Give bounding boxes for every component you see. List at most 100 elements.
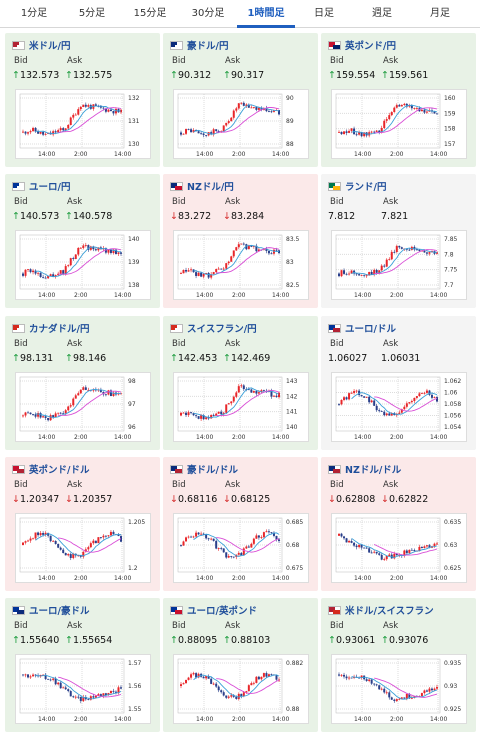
x-tick-label: 14:00 [354,151,371,158]
price-chart[interactable]: 1.205 1.2 14:00 2:00 14:00 [15,513,151,583]
candle-body [29,676,32,678]
candle-body [425,545,428,547]
rate-card[interactable]: NZドル/円 Bid Ask ↓83.272 ↓83.284 83.5 83 82.… [163,174,318,308]
candle-body [373,683,376,685]
candle-body [355,545,358,548]
candle-body [235,108,238,111]
candle-body [84,104,87,107]
candle-body [44,532,47,535]
price-chart[interactable]: 0.935 0.93 0.925 14:00 2:00 14:00 [331,654,467,724]
ask-price: 98.146 [72,353,107,364]
rate-card[interactable]: 豪ドル/ドル Bid Ask ↓0.68116 ↓0.68125 0.685 0.… [163,457,318,591]
currency-pair-name[interactable]: ユーロ/ドル [345,324,396,335]
candle-body [385,413,388,416]
price-chart[interactable]: 140 139 138 14:00 2:00 14:00 [15,230,151,300]
rate-card[interactable]: スイスフラン/円 Bid Ask ↑142.453 ↑142.469 143 14… [163,316,318,450]
candle-body [398,246,401,248]
currency-pair-name[interactable]: ユーロ/豪ドル [29,606,90,617]
candle-body [247,245,250,250]
rate-card[interactable]: 英ポンド/ドル Bid Ask ↓1.20347 ↓1.20357 1.205 1… [5,457,160,591]
tab-2[interactable]: 15分足 [133,8,167,19]
candle-body [109,109,112,111]
rate-card[interactable]: 米ドル/円 Bid Ask ↑132.573 ↑132.575 132 131 13… [5,33,160,167]
tab-5[interactable]: 日足 [314,8,334,19]
tab-4[interactable]: 1時間足 [237,0,295,28]
bid-value: ↓0.62808 [328,494,375,505]
candle-body [180,684,182,686]
currency-pair-name[interactable]: ランド/円 [345,182,387,193]
currency-pair-name[interactable]: 英ポンド/ドル [29,465,90,476]
currency-pair-name[interactable]: 豪ドル/円 [187,41,229,52]
price-chart[interactable]: 83.5 83 82.5 14:00 2:00 14:00 [173,230,309,300]
y-tick-label: 160 [444,95,456,102]
price-chart[interactable]: 0.685 0.68 0.675 14:00 2:00 14:00 [173,513,309,583]
currency-pair-name[interactable]: 豪ドル/ドル [187,465,238,476]
candle-body [190,674,193,678]
tab-1[interactable]: 5分足 [78,8,106,19]
ask-value: ↑142.469 [223,353,270,364]
currency-pair-name[interactable]: ユーロ/円 [29,182,71,193]
candle-body [205,417,208,420]
y-tick-label: 1.054 [444,424,461,431]
price-chart[interactable]: 0.882 0.88 14:00 2:00 14:00 [173,654,309,724]
price-chart[interactable]: 1.57 1.56 1.55 14:00 2:00 14:00 [15,654,151,724]
candle-body [89,543,92,548]
currency-pair-name[interactable]: NZドル/ドル [345,465,402,476]
rate-card[interactable]: 英ポンド/円 Bid Ask ↑159.554 ↑159.561 160 159 1… [321,33,476,167]
rate-card[interactable]: 米ドル/スイスフラン Bid Ask ↑0.93061 ↑0.93076 0.9… [321,598,476,732]
rate-card[interactable]: NZドル/ドル Bid Ask ↓0.62808 ↓0.62822 0.635 0… [321,457,476,591]
currency-pair-name[interactable]: カナダドル/円 [29,324,90,335]
tab-0[interactable]: 1分足 [20,8,48,19]
rate-card[interactable]: ユーロ/ドル Bid Ask 1.06027 1.06031 1.062 1.06… [321,316,476,450]
ask-arrow-icon: ↑ [65,211,73,222]
x-tick-label: 14:00 [430,434,447,441]
y-tick-label: 131 [128,118,140,125]
price-chart[interactable]: 90 89 88 14:00 2:00 14:00 [173,89,309,159]
price-chart[interactable]: 7.85 7.8 7.75 7.7 14:00 2:00 14:00 [331,230,467,300]
ask-value: ↑159.561 [381,70,428,81]
currency-pair-name[interactable]: 米ドル/スイスフラン [345,606,434,617]
currency-pair-name[interactable]: NZドル/円 [187,182,234,193]
ask-value: ↓0.62822 [381,494,428,505]
tab-6[interactable]: 週足 [372,8,392,19]
candle-body [227,403,230,405]
candle-body [388,413,391,416]
price-chart[interactable]: 98 97 96 14:00 2:00 14:00 [15,372,151,442]
bid-label: Bid [14,339,28,349]
rate-card[interactable]: ユーロ/英ポンド Bid Ask ↑0.88095 ↑0.88103 0.882… [163,598,318,732]
candle-body [44,416,47,418]
candle-body [275,249,278,251]
candle-body [117,252,120,254]
rate-card[interactable]: ランド/円 Bid Ask 7.812 7.821 7.85 7.8 7.75 7.7… [321,174,476,308]
candle-body [195,272,198,276]
price-chart[interactable]: 1.062 1.06 1.058 1.056 1.054 14:00 2:00 14:00 [331,372,467,442]
candle-body [365,396,368,398]
price-chart[interactable]: 160 159 158 157 14:00 2:00 14:00 [331,89,467,159]
rate-card[interactable]: カナダドル/円 Bid Ask ↑98.131 ↑98.146 98 97 96 14… [5,316,160,450]
candle-body [365,547,368,549]
candle-body [97,694,100,696]
moving-average-short [35,389,122,418]
tab-7[interactable]: 月足 [430,8,450,19]
tab-3[interactable]: 30分足 [191,8,225,19]
currency-pair-name[interactable]: ユーロ/英ポンド [187,606,257,617]
currency-pair-name[interactable]: 英ポンド/円 [345,41,396,52]
candle-body [112,690,115,692]
candle-body [272,395,275,397]
candle-body [54,131,57,133]
price-chart[interactable]: 0.635 0.63 0.625 14:00 2:00 14:00 [331,513,467,583]
candle-body [107,693,110,695]
rate-card[interactable]: ユーロ/円 Bid Ask ↑140.573 ↑140.578 140 139 13… [5,174,160,308]
currency-flag-icon [12,324,25,333]
price-chart[interactable]: 143 142 141 140 14:00 2:00 14:00 [173,372,309,442]
currency-pair-name[interactable]: 米ドル/円 [29,41,71,52]
rate-card[interactable]: 豪ドル/円 Bid Ask ↑90.312 ↑90.317 90 89 88 14:0… [163,33,318,167]
currency-pair-name[interactable]: スイスフラン/円 [187,324,257,335]
price-chart[interactable]: 132 131 130 14:00 2:00 14:00 [15,89,151,159]
rate-card[interactable]: ユーロ/豪ドル Bid Ask ↑1.55640 ↑1.55654 1.57 1.… [5,598,160,732]
x-tick-label: 14:00 [430,292,447,299]
candle-body [77,696,80,698]
candle-body [250,389,253,393]
candle-body [225,122,228,126]
candle-body [343,536,346,539]
